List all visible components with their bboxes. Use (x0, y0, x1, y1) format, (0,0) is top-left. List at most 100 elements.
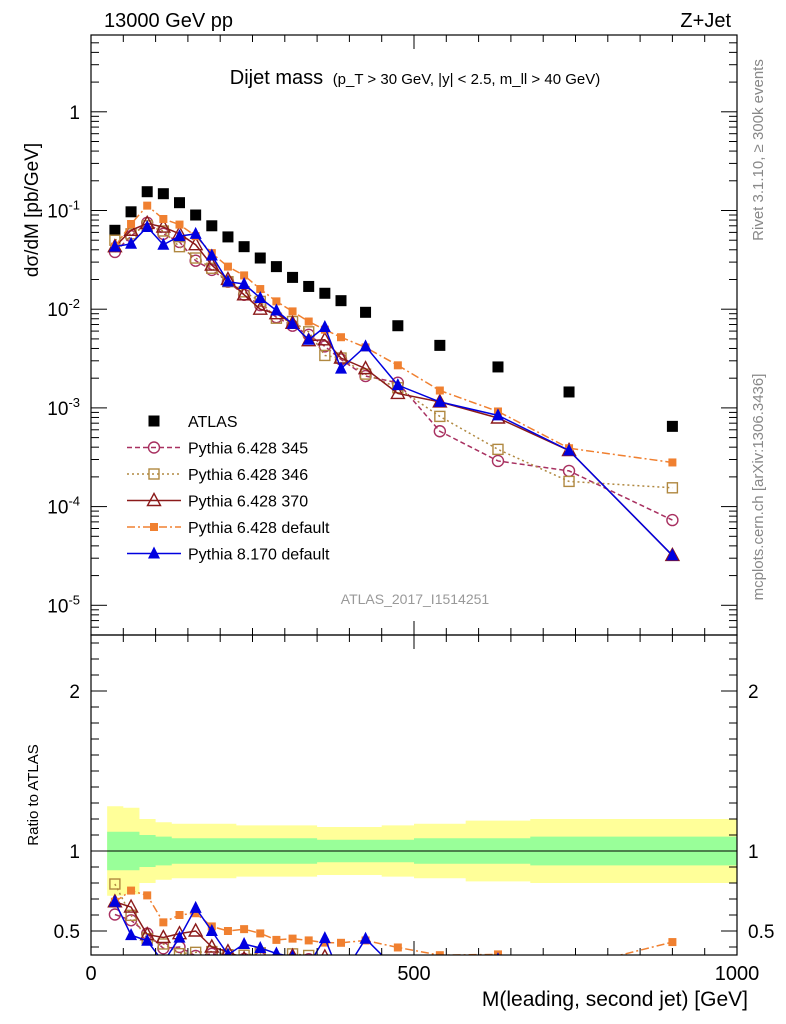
legend-entry: Pythia 6.428 346 (127, 467, 308, 484)
legend-marker (148, 546, 160, 559)
main-frame (90, 34, 738, 636)
ratio-point (189, 900, 202, 913)
data-point (337, 333, 346, 342)
ratio-tick-label-right: 0.5 (748, 922, 774, 943)
legend-label: ATLAS (188, 414, 238, 431)
data-point (189, 226, 202, 239)
data-point (189, 252, 202, 264)
rivet-label: Rivet 3.1.10, ≥ 300k events (750, 59, 767, 241)
ratio-point (336, 964, 346, 974)
legend-marker (148, 468, 160, 480)
data-point (141, 186, 153, 198)
ratio-point (238, 937, 251, 950)
ratio-point (108, 894, 121, 907)
data-point (206, 220, 218, 232)
ratio-point (288, 934, 297, 943)
ratio-point (303, 958, 315, 970)
legend-marker (150, 523, 158, 531)
data-point (491, 454, 505, 468)
ratio-point (189, 946, 202, 955)
ratio-point (173, 930, 186, 943)
data-point (666, 482, 679, 494)
data-point (434, 339, 446, 351)
ratio-point (434, 984, 445, 995)
ratio-point (191, 909, 200, 918)
ratio-point (189, 949, 202, 955)
analysis-label: ATLAS_2017_I1514251 (341, 591, 490, 607)
ratio-point (159, 918, 168, 927)
chart-title: Dijet mass (p_T > 30 GeV, |y| < 2.5, m_l… (230, 67, 600, 89)
ratio-point (127, 886, 136, 895)
ratio-point (359, 931, 372, 944)
ratio-point (272, 935, 281, 944)
data-point (141, 220, 154, 233)
data-point (491, 408, 504, 421)
ratio-point (224, 947, 232, 955)
ratio-point (337, 938, 346, 947)
ratio-point (271, 958, 281, 968)
legend-entry: Pythia 6.428 345 (127, 441, 308, 458)
ratio-point (256, 929, 265, 938)
ratio-point (143, 891, 152, 900)
ratio-frame (90, 634, 738, 956)
ratio-point (563, 963, 576, 975)
legend-label: Pythia 6.428 default (188, 520, 330, 537)
ratio-point (272, 946, 281, 955)
x-tick-label: 1000 (715, 963, 760, 985)
y-tick-label: 10-4 (47, 494, 80, 519)
ratio-point (434, 961, 446, 973)
data-point (492, 361, 504, 373)
legend-marker (147, 441, 161, 454)
ratio-point (109, 878, 121, 890)
data-point (286, 316, 299, 329)
ratio-point (668, 938, 677, 947)
ratio-point (563, 963, 575, 975)
data-point (666, 420, 678, 432)
x-tick-label: 500 (397, 963, 430, 985)
data-point (238, 241, 250, 253)
ratio-point (361, 968, 371, 978)
legend-entry: Pythia 8.170 default (127, 546, 330, 564)
data-point (254, 290, 267, 303)
ratio-point (239, 952, 249, 955)
data-point (155, 218, 172, 233)
ratio-point (359, 961, 372, 973)
data-point (190, 209, 202, 221)
data-point (108, 239, 121, 252)
ratio-point (496, 952, 500, 955)
data-point (252, 300, 268, 315)
data-point (433, 394, 446, 407)
data-point (173, 229, 186, 242)
ratio-point (433, 961, 446, 973)
y-tick-label: 10-3 (47, 395, 80, 420)
series-atlas (109, 186, 678, 432)
ratio-point (435, 951, 444, 955)
ratio-point (336, 965, 347, 976)
ratio-point (393, 943, 402, 952)
ratio-point (187, 922, 204, 937)
data-point (204, 256, 220, 271)
ratio-point (302, 959, 315, 971)
y-tick-label: 1 (69, 103, 80, 124)
ratio-point (259, 954, 261, 955)
data-point (302, 332, 315, 345)
data-point (304, 317, 313, 326)
data-point (157, 188, 169, 200)
ratio-series-pythia-8-170-default (108, 894, 575, 975)
ratio-point (157, 938, 170, 950)
y-tick-label: 10-5 (47, 592, 80, 617)
ratio-point (335, 962, 348, 974)
ratio-series-pythia-6-428-346 (109, 878, 371, 978)
ratio-point (303, 949, 315, 955)
ratio-point (141, 933, 154, 946)
ratio-point (125, 928, 138, 941)
data-point (272, 297, 281, 306)
ratio-tick-label-right: 2 (748, 682, 759, 703)
y-tick-label: 10-2 (47, 296, 80, 321)
data-point (187, 236, 204, 251)
ratio-point (240, 925, 249, 934)
data-point (317, 331, 333, 346)
data-point (254, 252, 266, 264)
ratio-point (123, 898, 139, 913)
ratio-tick-label: 0.5 (54, 922, 80, 943)
